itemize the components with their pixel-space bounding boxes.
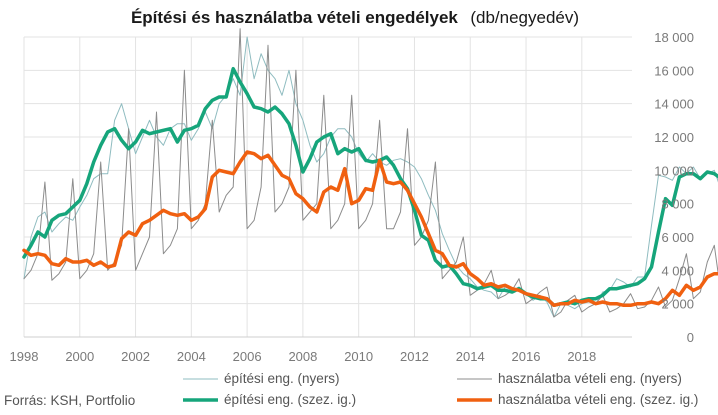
x-tick-label: 2008 [288,349,317,364]
legend-label-3: építési eng. (szez. ig.) [224,392,356,407]
x-tick-label: 2000 [65,349,94,364]
y-tick-label: 6 000 [661,230,694,245]
x-tick-label: 2014 [456,349,485,364]
chart-title-unit: (db/negyedév) [470,8,579,27]
x-tick-label: 2010 [344,349,373,364]
series-line-1 [23,36,718,318]
x-axis: 1998 2000 2002 2004 2006 2008 2010 2012 2014 2016… [10,349,597,364]
y-tick-label: 0 [687,330,694,345]
y-tick-label: 14 000 [654,97,694,112]
x-tick-label: 2018 [567,349,596,364]
y-tick-label: 10 000 [654,163,694,178]
x-tick-label: 1998 [10,349,39,364]
legend: építési eng. (nyers) használatba vételi e… [183,371,698,407]
y-tick-label: 4 000 [661,263,694,278]
y-tick-label: 12 000 [654,130,694,145]
x-tick-label: 2016 [512,349,541,364]
legend-label-2: használatba vételi eng. (nyers) [498,371,682,386]
y-tick-label: 18 000 [654,30,694,45]
chart-title-main: Építési és használatba vételi engedélyek [131,8,458,27]
chart-title: Építési és használatba vételi engedélyek… [131,8,579,27]
series-line-3 [22,66,718,308]
y-tick-label: 8 000 [661,197,694,212]
legend-label-4: használatba vételi eng. (szez. ig.) [498,392,698,407]
x-tick-label: 2002 [121,349,150,364]
x-tick-label: 2006 [233,349,262,364]
series-line-4 [22,150,718,308]
series-line-2 [23,28,718,318]
series-layer [22,28,718,318]
y-axis: 0 2 000 4 000 6 000 8 000 10 000 12 000 14 000 1… [654,30,694,345]
x-tick-label: 2004 [177,349,206,364]
legend-label-1: építési eng. (nyers) [224,371,340,386]
y-tick-label: 2 000 [661,297,694,312]
y-tick-label: 16 000 [654,63,694,78]
x-tick-label: 2012 [400,349,429,364]
source-note: Forrás: KSH, Portfolio [4,393,135,408]
